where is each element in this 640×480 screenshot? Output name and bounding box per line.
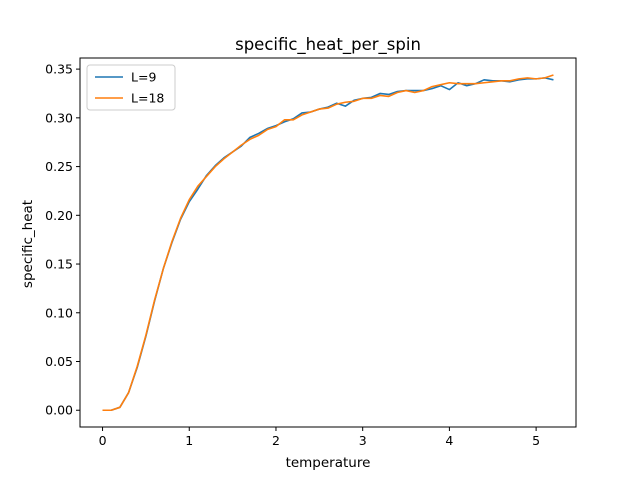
y-tick-label: 0.10 <box>45 305 73 320</box>
x-tick-label: 0 <box>99 433 107 448</box>
series-layer <box>102 74 554 412</box>
x-tick-label: 1 <box>185 433 193 448</box>
y-tick-label: 0.05 <box>45 354 73 369</box>
y-tick-label: 0.20 <box>45 208 73 223</box>
chart-title: specific_heat_per_spin <box>235 35 421 55</box>
y-axis-label: specific_heat <box>20 200 36 288</box>
y-tick-label: 0.25 <box>45 159 73 174</box>
x-axis: 0 1 2 3 4 5 <box>99 427 540 448</box>
y-axis: 0.00 0.05 0.10 0.15 0.20 0.25 0.30 0.35 <box>45 62 80 418</box>
x-tick-label: 2 <box>272 433 280 448</box>
series-line-2 <box>102 74 554 412</box>
legend-label: L=18 <box>131 91 164 106</box>
legend-label: L=9 <box>131 70 156 85</box>
x-tick-label: 3 <box>359 433 367 448</box>
y-tick-label: 0.35 <box>45 62 73 77</box>
x-axis-label: temperature <box>286 455 371 471</box>
y-tick-label: 0.15 <box>45 257 73 272</box>
y-tick-label: 0.30 <box>45 110 73 125</box>
x-tick-label: 5 <box>532 433 540 448</box>
y-tick-label: 0.00 <box>45 403 73 418</box>
x-tick-label: 4 <box>445 433 453 448</box>
legend: L=9 L=18 <box>86 64 176 111</box>
plot-area <box>80 58 576 427</box>
plot-frame <box>79 57 577 428</box>
